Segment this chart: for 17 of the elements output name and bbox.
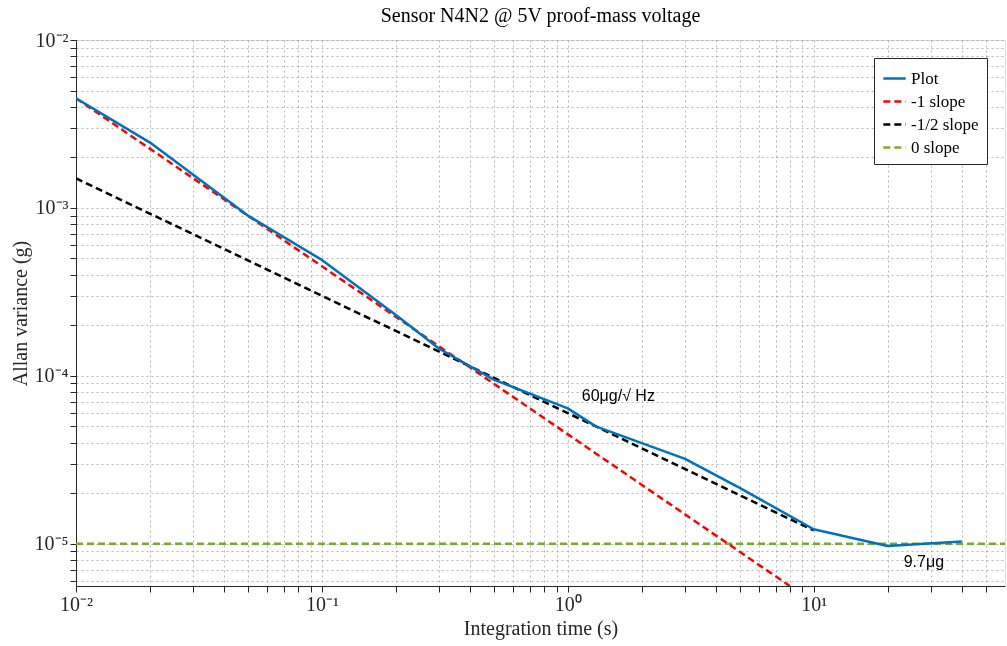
- x-tick-label: 10⁻¹: [305, 592, 339, 615]
- y-tick-label: 10⁻³: [35, 196, 69, 219]
- legend-label: Plot: [911, 68, 939, 88]
- legend-label: -1/2 slope: [911, 114, 979, 134]
- y-tick-label: 10⁻⁴: [34, 364, 69, 387]
- y-tick-label: 10⁻⁵: [34, 532, 69, 555]
- x-tick-label: 10⁻²: [60, 592, 93, 615]
- annotation: 60μg/√ Hz: [581, 387, 655, 405]
- y-axis-title: Allan variance (g): [8, 240, 32, 387]
- x-tick-label: 10⁰: [554, 592, 582, 615]
- x-axis-title: Integration time (s): [463, 616, 619, 640]
- chart-title: Sensor N4N2 @ 5V proof-mass voltage: [380, 4, 701, 27]
- legend-label: -1 slope: [911, 91, 966, 111]
- x-tick-label: 10¹: [801, 592, 828, 615]
- annotation: 9.7μg: [903, 552, 945, 570]
- legend-label: 0 slope: [911, 137, 960, 157]
- y-tick-label: 10⁻²: [35, 28, 69, 51]
